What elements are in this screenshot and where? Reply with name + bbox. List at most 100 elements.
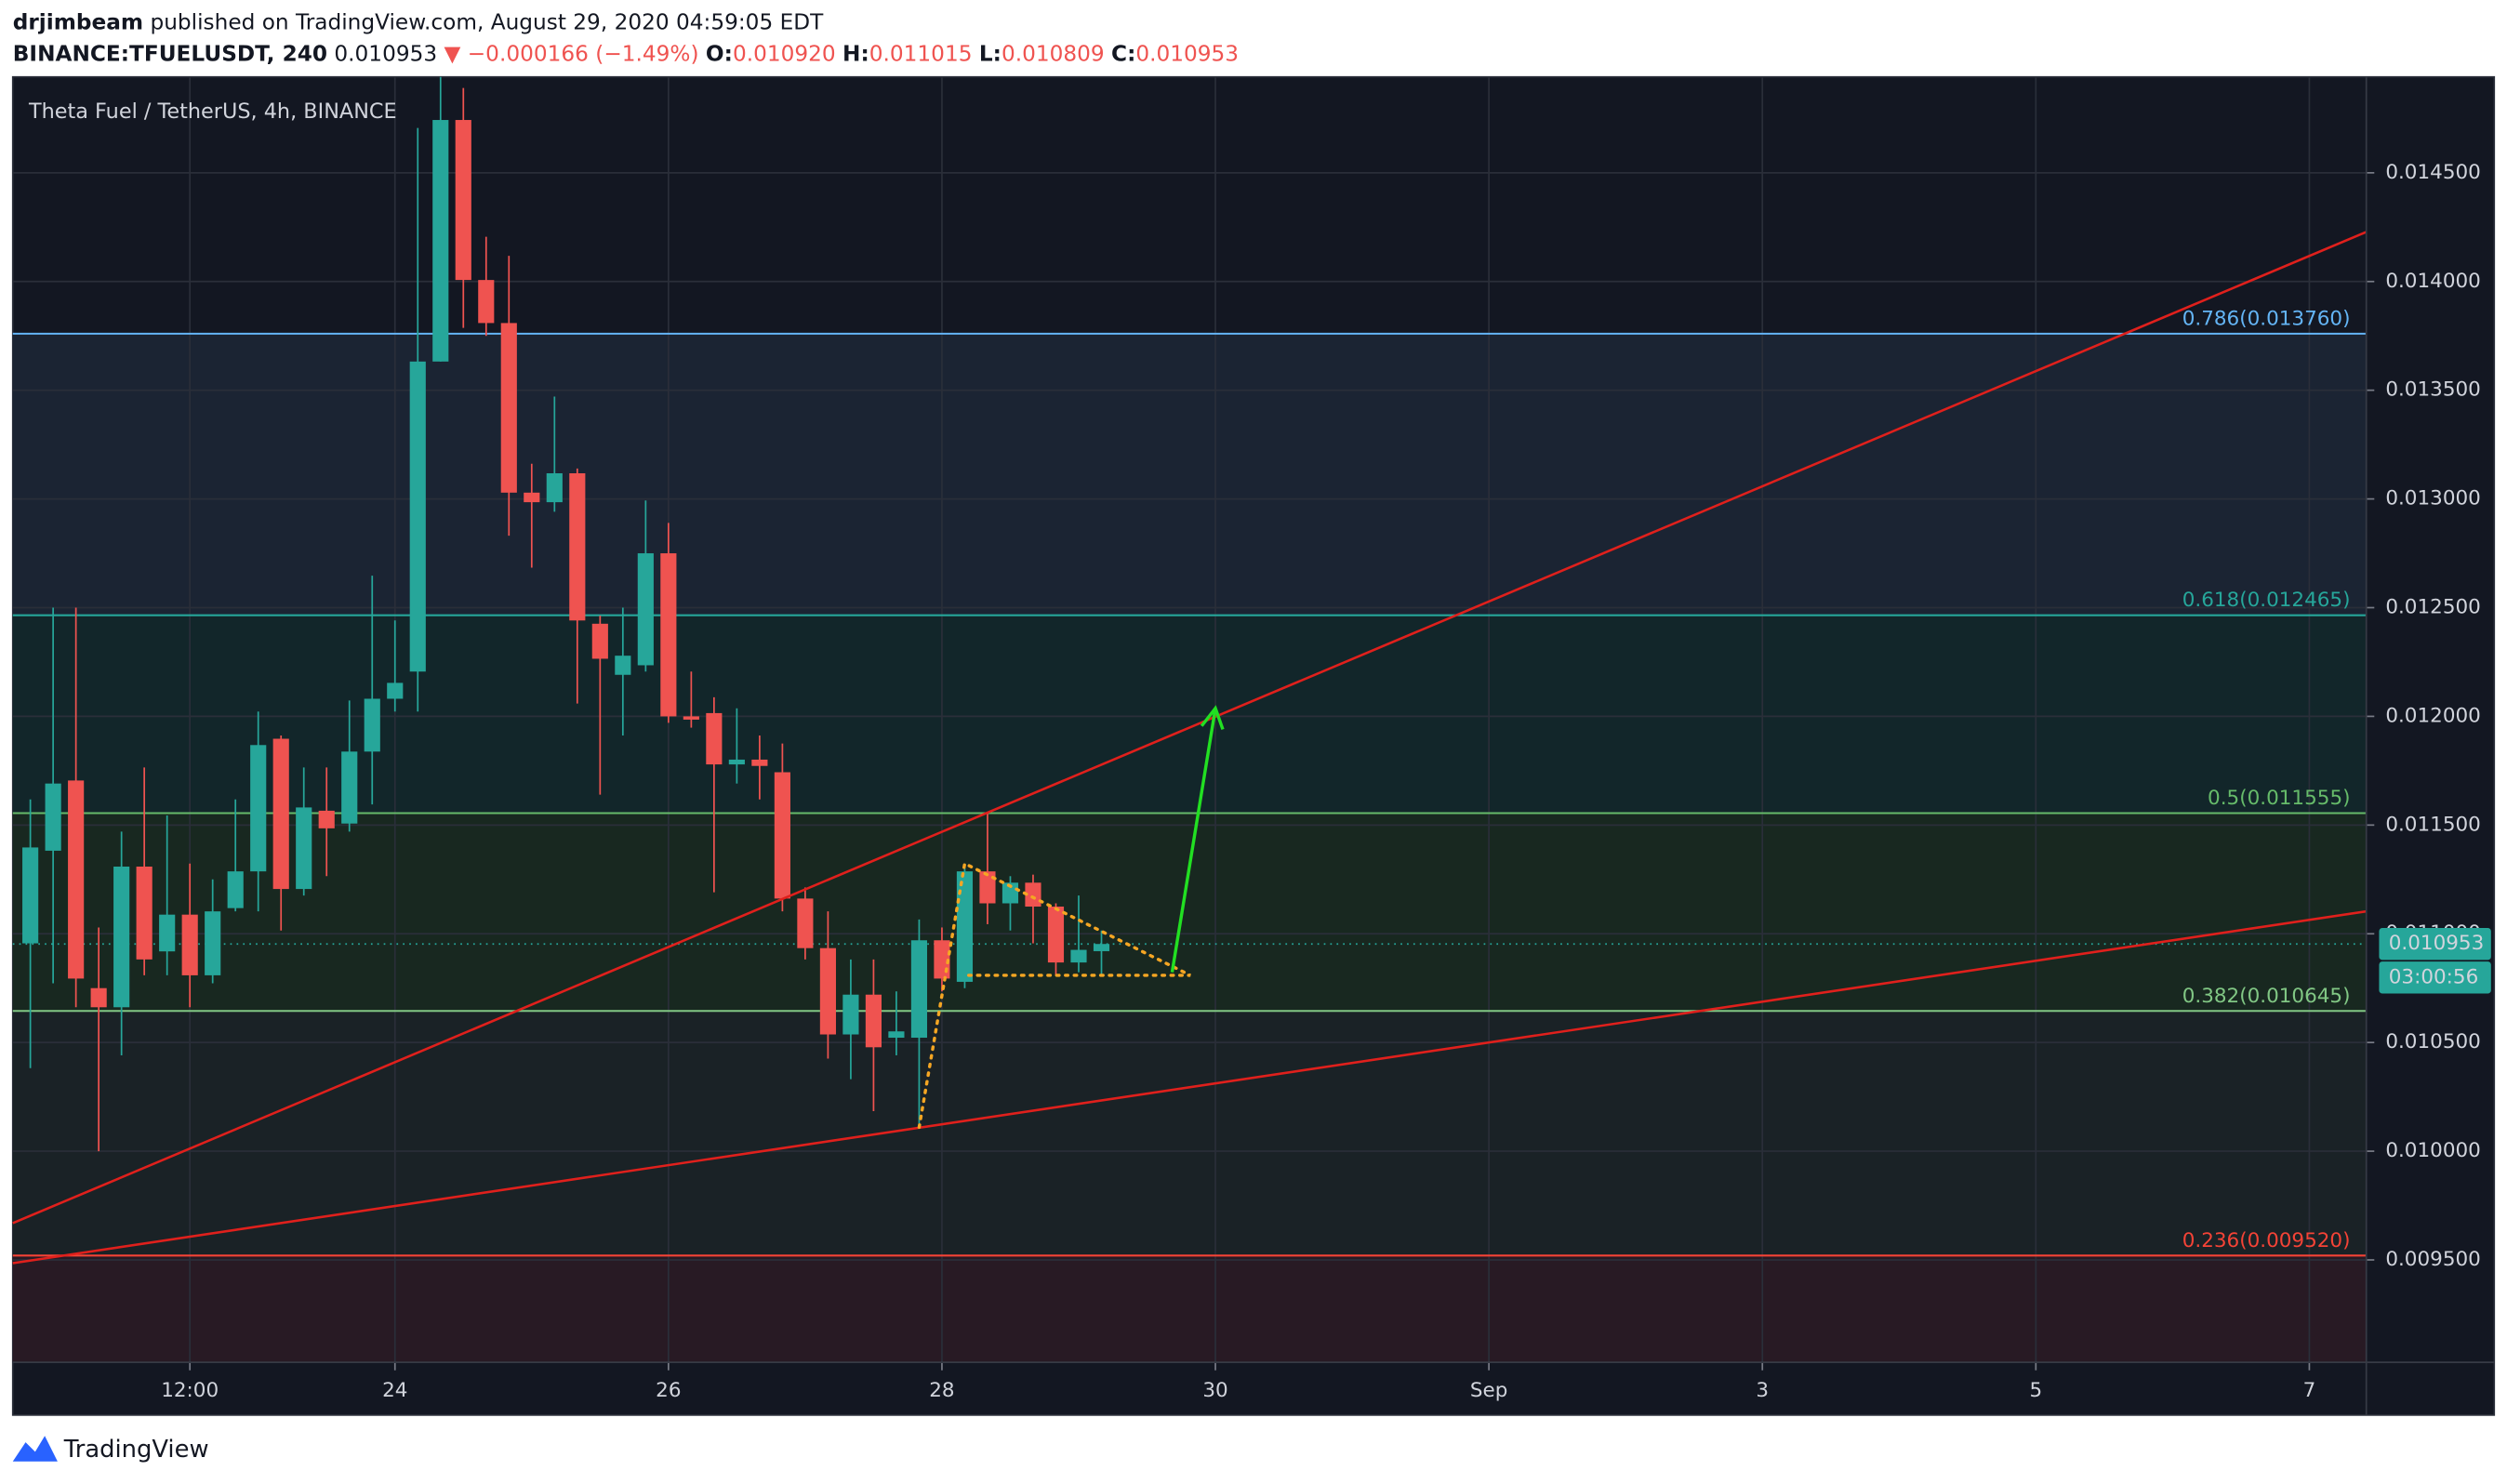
fib-zone xyxy=(12,333,2367,616)
change: ▼ −0.000166 (−1.49%) xyxy=(444,41,699,66)
candle-body xyxy=(569,473,586,621)
countdown-box xyxy=(2379,961,2491,994)
published: published on TradingView.com, August 29,… xyxy=(150,9,824,34)
candle-body xyxy=(842,994,859,1035)
candle-body xyxy=(432,120,449,362)
candle-body xyxy=(546,473,563,503)
x-tick-label: 28 xyxy=(929,1379,954,1402)
candle-body xyxy=(910,940,928,1039)
arrow-shaft xyxy=(1170,708,1217,973)
candle-body xyxy=(318,810,335,828)
x-tick-label: 30 xyxy=(1202,1379,1227,1402)
y-tick-label: 0.009500 xyxy=(2385,1248,2481,1271)
candle-body xyxy=(364,698,380,752)
candle-body xyxy=(250,745,267,872)
candle-body xyxy=(296,807,312,890)
candle-body xyxy=(728,759,745,765)
candle-body xyxy=(683,716,699,720)
fib-label: 0.236(0.009520) xyxy=(2182,1229,2351,1252)
chart-title: Theta Fuel / TetherUS, 4h, BINANCE xyxy=(28,99,397,124)
candle-body xyxy=(409,361,426,672)
candle-body xyxy=(341,751,358,824)
x-tick-label: 7 xyxy=(2303,1379,2316,1402)
candle-body xyxy=(865,994,882,1048)
y-tick-label: 0.012000 xyxy=(2385,704,2481,727)
candle-body xyxy=(979,871,996,904)
candle-body xyxy=(227,871,244,908)
last-price-label: 0.010953 xyxy=(2389,932,2485,955)
candle-body xyxy=(205,911,221,975)
x-tick-label: 5 xyxy=(2029,1379,2042,1402)
candle-body xyxy=(45,783,61,851)
fib-label: 0.618(0.012465) xyxy=(2182,589,2351,612)
candle-body xyxy=(136,866,153,960)
candle-body xyxy=(272,738,289,890)
candle-body xyxy=(956,871,974,982)
fib-label: 0.786(0.013760) xyxy=(2182,307,2351,330)
candle-body xyxy=(524,492,540,503)
candle-body xyxy=(1070,949,1087,963)
candle-body xyxy=(159,914,176,952)
candle-body xyxy=(615,656,631,675)
candle-body xyxy=(888,1031,905,1039)
candle-body xyxy=(113,866,130,1008)
candle-body xyxy=(751,759,768,766)
candle-body xyxy=(1001,882,1019,904)
x-tick-label: 24 xyxy=(382,1379,407,1402)
y-tick-label: 0.014500 xyxy=(2385,161,2481,184)
c-label: C: xyxy=(1111,41,1135,66)
x-tick-label: 26 xyxy=(656,1379,681,1402)
y-tick-label: 0.013000 xyxy=(2385,487,2481,510)
header-line-2: BINANCE:TFUELUSDT, 240 0.010953 ▼ −0.000… xyxy=(13,41,1239,66)
pattern xyxy=(917,861,1191,1130)
countdown: 03:00:56 xyxy=(2389,965,2479,988)
author: drjimbeam xyxy=(13,9,143,34)
logo-mark xyxy=(12,1436,58,1462)
candle-body xyxy=(500,323,517,493)
candle-body xyxy=(478,280,495,324)
candle-body xyxy=(455,120,471,281)
fib-zone xyxy=(12,1011,2367,1256)
candle-body xyxy=(1025,882,1041,908)
arrow-head xyxy=(1200,705,1225,731)
y-tick-label: 0.010000 xyxy=(2385,1139,2481,1162)
y-tick-label: 0.013500 xyxy=(2385,378,2481,402)
y-tick-label: 0.011500 xyxy=(2385,813,2481,836)
candle-body xyxy=(90,987,107,1008)
last: 0.010953 xyxy=(334,41,437,66)
candle-body xyxy=(181,914,198,975)
brand: TradingView xyxy=(63,1436,209,1464)
fib-label: 0.5(0.011555) xyxy=(2208,787,2350,810)
candle-body xyxy=(387,682,404,699)
candle-body xyxy=(797,898,814,948)
candle-body xyxy=(774,772,790,899)
trendline xyxy=(12,231,2368,1225)
logo xyxy=(12,1436,58,1462)
fib-zone xyxy=(12,615,2367,814)
candle-body xyxy=(68,780,85,979)
candle-body xyxy=(1047,907,1065,963)
trendline xyxy=(12,909,2367,1265)
x-tick-label: Sep xyxy=(1470,1379,1507,1402)
y-tick-label: 0.010500 xyxy=(2385,1030,2481,1053)
h: 0.011015 xyxy=(869,41,973,66)
o: 0.010920 xyxy=(733,41,836,66)
candle-body xyxy=(819,947,836,1035)
candle-body xyxy=(637,553,654,666)
x-tick-label: 12:00 xyxy=(161,1379,219,1402)
c: 0.010953 xyxy=(1135,41,1239,66)
candle-body xyxy=(706,712,723,765)
fib-zone xyxy=(12,1255,2367,1363)
last-price-box xyxy=(2379,928,2491,961)
header-line-1: drjimbeam published on TradingView.com, … xyxy=(13,9,824,34)
candle-body xyxy=(660,553,677,717)
y-tick-label: 0.014000 xyxy=(2385,270,2481,293)
candle-body xyxy=(22,847,39,944)
x-tick-label: 3 xyxy=(1756,1379,1769,1402)
y-tick-label: 0.012500 xyxy=(2385,596,2481,619)
symbol: BINANCE:TFUELUSDT, 240 xyxy=(13,41,327,66)
l: 0.010809 xyxy=(1001,41,1105,66)
fib-zone xyxy=(12,813,2367,1012)
